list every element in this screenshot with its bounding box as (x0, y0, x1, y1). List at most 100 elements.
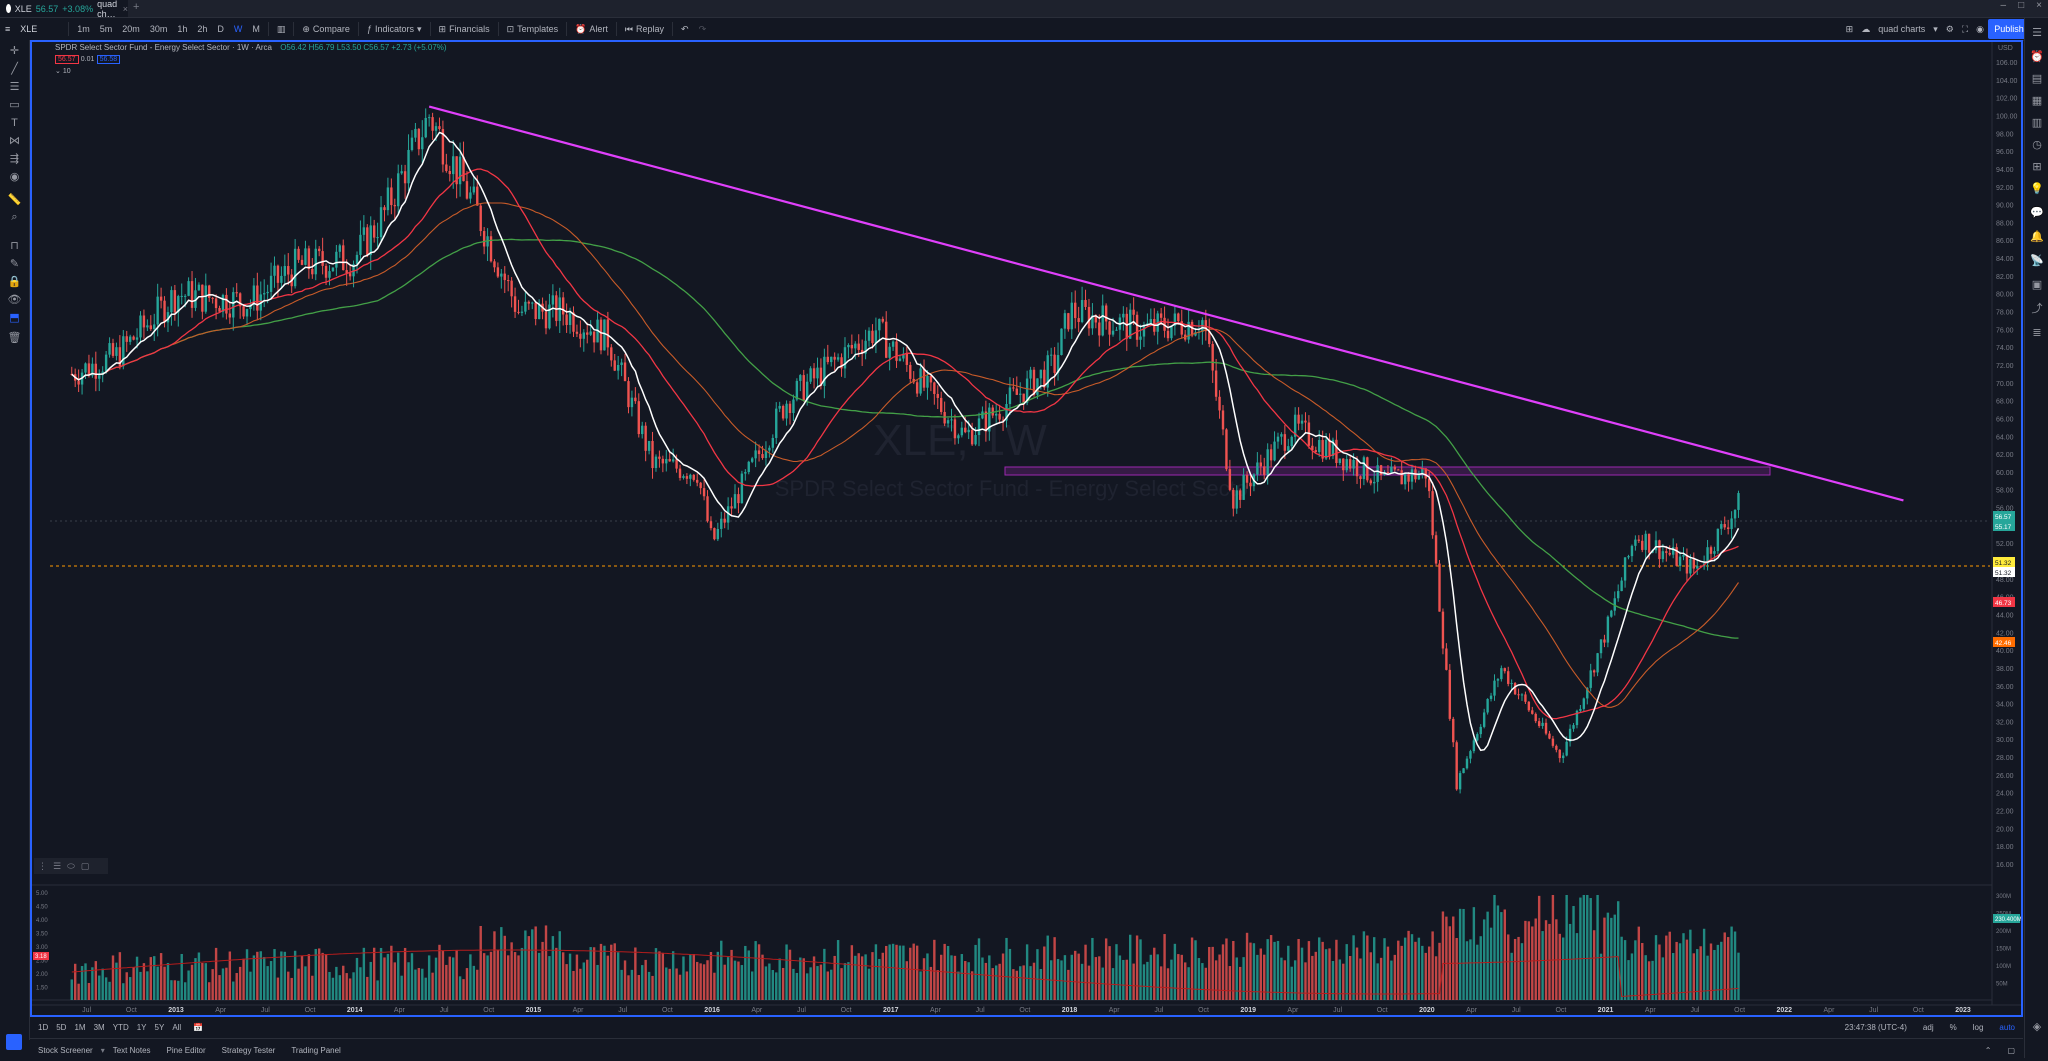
range-3m[interactable]: 3M (93, 1022, 105, 1032)
layout-name[interactable]: quad charts (1878, 24, 1926, 34)
bid-pill[interactable]: 56.57 (55, 55, 79, 64)
ideas-icon[interactable]: 💡 (2030, 182, 2044, 195)
range-5y[interactable]: 5Y (154, 1022, 165, 1032)
minimize-icon[interactable]: – (2000, 0, 2007, 11)
tab-stock-screener[interactable]: Stock Screener (38, 1045, 93, 1055)
interval-w[interactable]: W (233, 24, 243, 34)
adj-toggle[interactable]: adj (1922, 1022, 1934, 1032)
hotlist-icon[interactable]: ▦ (2031, 94, 2043, 107)
symbol-search[interactable]: XLE (20, 24, 38, 34)
compare-button[interactable]: ⊕ Compare (297, 18, 355, 40)
text-icon[interactable]: T (11, 116, 18, 129)
interval-2h[interactable]: 2h (197, 24, 208, 34)
range-1m[interactable]: 1M (74, 1022, 86, 1032)
candle-body (87, 363, 91, 376)
settings-icon[interactable]: ⚙ (1945, 23, 1954, 34)
pattern-icon[interactable]: ⋈ (9, 135, 20, 147)
tab-text-notes[interactable]: Text Notes (112, 1045, 151, 1055)
trendline-icon[interactable]: ╱ (11, 63, 18, 75)
rectangle-icon[interactable]: ▭ (9, 99, 20, 111)
indicators-button[interactable]: ƒ Indicators ▾ (362, 18, 427, 40)
range-5d[interactable]: 5D (56, 1022, 67, 1032)
alert-button[interactable]: ⏰ Alert (570, 18, 613, 40)
visibility-icon[interactable]: 👁 (7, 294, 22, 306)
zoom-icon[interactable]: ⌕ (11, 211, 18, 223)
range-1d[interactable]: 1D (38, 1022, 49, 1032)
templates-button[interactable]: ⊡ Templates (502, 18, 564, 40)
lock-icon[interactable]: 🔒 (7, 276, 22, 288)
maximize-panel-icon[interactable]: ▢ (2007, 1045, 2015, 1055)
lines-icon[interactable]: ☰ (53, 860, 62, 871)
close-icon[interactable]: × (122, 3, 128, 14)
auto-toggle[interactable]: auto (1999, 1022, 2015, 1032)
undo-icon[interactable]: ↶ (681, 23, 689, 34)
collapse-icon[interactable]: ⌄ (55, 68, 61, 75)
chat-icon[interactable]: 💬 (2030, 206, 2044, 219)
calendar-icon[interactable]: ▥ (2031, 116, 2043, 129)
tab-trading-panel[interactable]: Trading Panel (291, 1045, 341, 1055)
range-ytd[interactable]: YTD (112, 1022, 129, 1032)
object-tree-icon[interactable]: ⬒ (9, 312, 20, 324)
log-toggle[interactable]: log (1972, 1022, 1984, 1032)
ruler-icon[interactable]: 📏 (7, 194, 22, 206)
range-all[interactable]: All (172, 1022, 182, 1032)
prediction-icon[interactable]: ⇶ (9, 153, 20, 165)
eye-icon[interactable]: ◉ (9, 171, 20, 183)
data-window-icon[interactable]: ▤ (2031, 72, 2043, 85)
clock-readout[interactable]: 23:47:38 (UTC-4) (1844, 1022, 1907, 1032)
browser-tab[interactable]: XLE 56.57 +3.08% quad ch… × (0, 0, 128, 19)
stats-icon[interactable]: ≣ (2032, 326, 2042, 339)
interval-5m[interactable]: 5m (99, 24, 113, 34)
calendar2-icon[interactable]: ▣ (2031, 278, 2043, 291)
clock-icon[interactable]: ◷ (2032, 138, 2042, 151)
trash-icon[interactable]: 🗑 (7, 332, 22, 344)
new-tab-button[interactable]: + (133, 1, 140, 13)
order-panel-icon[interactable]: ⤴ (2031, 303, 2043, 315)
interval-20m[interactable]: 20m (122, 24, 140, 34)
tv-badge-icon[interactable] (6, 1034, 22, 1050)
interval-30m[interactable]: 30m (149, 24, 168, 34)
interval-d[interactable]: D (217, 24, 224, 34)
legend-title[interactable]: SPDR Select Sector Fund - Energy Select … (55, 43, 272, 52)
chart-type-icon[interactable]: ▥ (276, 23, 286, 34)
streams-icon[interactable]: 📡 (2030, 254, 2044, 267)
ellipse-icon[interactable]: ⬭ (67, 860, 75, 871)
drag-handle-icon[interactable]: ⋮ (38, 860, 47, 871)
range-1y[interactable]: 1Y (136, 1022, 147, 1032)
financials-button[interactable]: ⊞ Financials (434, 18, 495, 40)
maximize-icon[interactable]: □ (2018, 0, 2025, 11)
ask-pill[interactable]: 56.58 (96, 55, 121, 64)
camera-icon[interactable]: ◉ (1976, 23, 1984, 34)
layers-icon[interactable]: ◈ (2032, 1020, 2042, 1033)
time-scale[interactable]: Jul Oct 2013 Apr Jul Oct 2014 Apr Jul Oct 2015 Apr J… (32, 1004, 2021, 1014)
trendline[interactable] (428, 105, 1904, 502)
layout-grid-icon[interactable]: ⊞ (1845, 23, 1854, 34)
horizontal-lines-icon[interactable]: ☰ (9, 81, 20, 93)
crosshair-icon[interactable]: ✛ (9, 45, 20, 57)
replay-button[interactable]: ⏮ Replay (620, 18, 669, 40)
alerts-icon[interactable]: ⏰ (2030, 50, 2044, 63)
screener-icon[interactable]: ⊞ (2032, 160, 2042, 173)
close-window-icon[interactable]: × (2036, 0, 2042, 11)
publish-button[interactable]: Publish (1988, 19, 2030, 39)
chevron-down-icon[interactable]: ▾ (100, 1045, 105, 1055)
watchlist-icon[interactable]: ☰ (2032, 26, 2042, 39)
percent-toggle[interactable]: % (1949, 1022, 1957, 1032)
chart-canvas[interactable]: XLE, 1W SPDR Select Sector Fund - Energy… (32, 42, 2021, 1015)
magnet-icon[interactable]: ⊓ (10, 240, 19, 252)
notifications-icon[interactable]: 🔔 (2030, 230, 2044, 243)
interval-m[interactable]: M (252, 24, 260, 34)
tab-strategy-tester[interactable]: Strategy Tester (221, 1045, 276, 1055)
square-icon[interactable]: ▢ (80, 860, 90, 871)
price-scale[interactable]: 106.00 104.00 102.00 100.00 98.00 96.00 94.00 9… (1991, 42, 2018, 1005)
redo-icon[interactable]: ↷ (698, 23, 707, 34)
menu-icon[interactable]: ≡ (5, 24, 11, 34)
pencil-lock-icon[interactable]: ✎ (9, 258, 20, 270)
goto-date-icon[interactable]: 📅 (193, 1022, 204, 1032)
fullscreen-icon[interactable]: ⛶ (1961, 23, 1969, 34)
tab-pine-editor[interactable]: Pine Editor (166, 1045, 206, 1055)
interval-1m[interactable]: 1m (77, 24, 90, 34)
chevron-down-icon[interactable]: ▾ (1933, 23, 1938, 34)
collapse-panel-icon[interactable]: ⌃ (1984, 1045, 1992, 1055)
interval-1h[interactable]: 1h (177, 24, 188, 34)
